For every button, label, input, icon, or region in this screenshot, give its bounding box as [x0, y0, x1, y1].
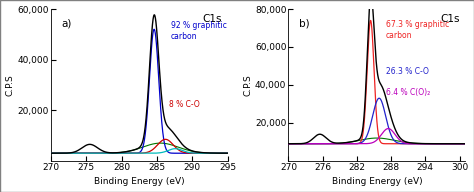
Text: a): a)	[62, 18, 72, 28]
Text: C1s: C1s	[440, 14, 460, 24]
X-axis label: Binding Energy (eV): Binding Energy (eV)	[94, 177, 184, 186]
Y-axis label: C.P.S: C.P.S	[6, 74, 15, 96]
Text: 6.4 % C(O)₂: 6.4 % C(O)₂	[386, 88, 430, 97]
Text: C1s: C1s	[203, 14, 222, 24]
Text: 26.3 % C-O: 26.3 % C-O	[386, 67, 428, 76]
Text: 92 % graphitic
carbon: 92 % graphitic carbon	[171, 21, 227, 41]
Text: 67.3 % graphitic
carbon: 67.3 % graphitic carbon	[386, 20, 449, 40]
Text: b): b)	[299, 18, 310, 28]
X-axis label: Binding Energy (eV): Binding Energy (eV)	[331, 177, 422, 186]
Text: 8 % C-O: 8 % C-O	[169, 100, 200, 109]
Y-axis label: C.P.S: C.P.S	[243, 74, 252, 96]
